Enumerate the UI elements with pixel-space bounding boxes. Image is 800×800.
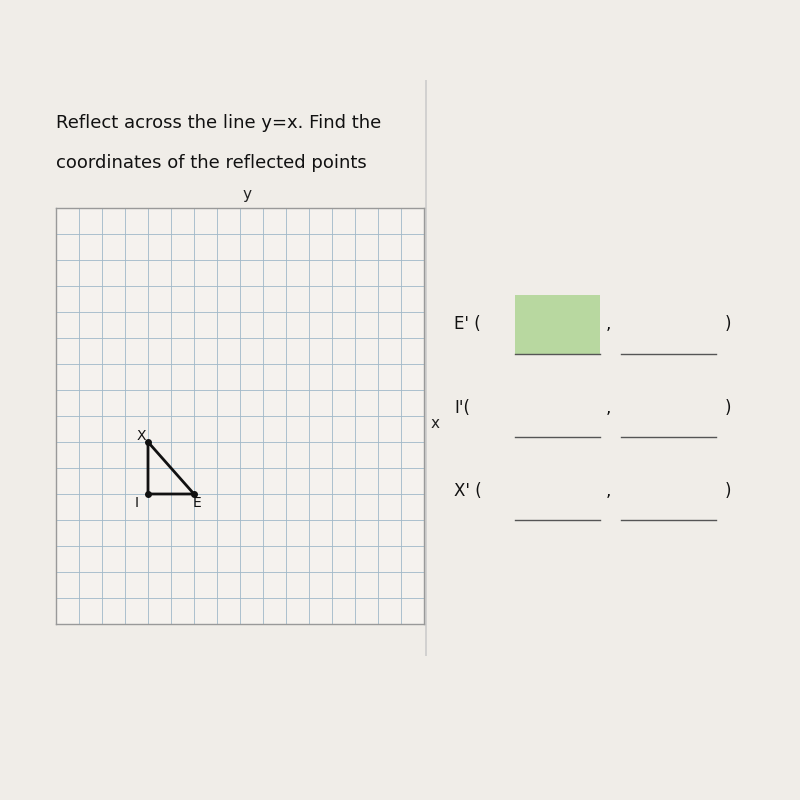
Text: ): ) (725, 482, 731, 500)
Text: ,: , (606, 482, 611, 500)
Text: E: E (193, 496, 202, 510)
Text: I'(: I'( (454, 398, 470, 417)
Text: ,: , (606, 398, 611, 417)
Text: coordinates of the reflected points: coordinates of the reflected points (56, 154, 366, 172)
Text: I: I (134, 496, 138, 510)
Text: X' (: X' ( (454, 482, 482, 500)
Text: ): ) (725, 398, 731, 417)
Text: x: x (431, 416, 440, 431)
Text: X: X (136, 429, 146, 442)
Text: ): ) (725, 315, 731, 334)
Text: y: y (242, 187, 251, 202)
Bar (515, 295, 600, 354)
Text: E' (: E' ( (454, 315, 481, 334)
Text: ,: , (606, 315, 611, 334)
Text: Reflect across the line y=x. Find the: Reflect across the line y=x. Find the (56, 114, 382, 132)
